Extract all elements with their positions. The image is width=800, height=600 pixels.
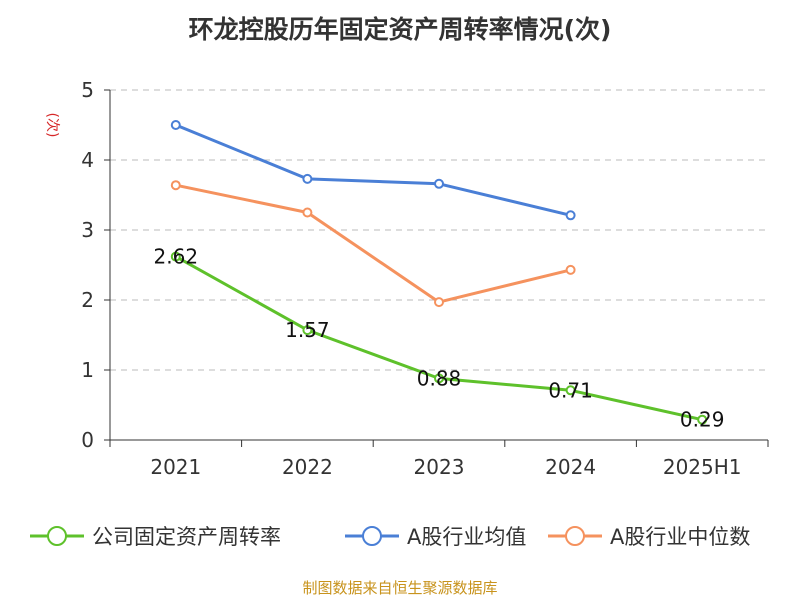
- y-axis-label: (次): [44, 113, 60, 138]
- source-note: 制图数据来自恒生聚源数据库: [302, 579, 498, 597]
- x-tick-label: 2024: [545, 455, 596, 479]
- y-tick-label: 0: [81, 428, 94, 452]
- data-label: 0.29: [680, 408, 725, 432]
- y-tick-label: 2: [81, 288, 94, 312]
- x-tick-label: 2025H1: [663, 455, 742, 479]
- legend-marker: [362, 526, 382, 546]
- legend-label: A股行业均值: [407, 525, 526, 549]
- x-tick-label: 2022: [282, 455, 333, 479]
- x-tick-label: 2023: [414, 455, 465, 479]
- data-point: [434, 178, 444, 189]
- data-label: 0.88: [417, 366, 462, 390]
- legend-marker: [565, 526, 585, 546]
- y-tick-label: 1: [81, 358, 94, 382]
- data-point: [565, 210, 576, 221]
- data-point: [434, 297, 444, 308]
- data-point: [565, 385, 576, 396]
- data-point: [434, 373, 444, 384]
- data-point: [302, 207, 313, 218]
- legend-marker: [47, 526, 67, 546]
- y-tick-label: 3: [81, 218, 94, 242]
- data-label: 0.71: [548, 378, 593, 402]
- data-label: 2.62: [154, 245, 199, 269]
- data-point: [170, 180, 181, 191]
- data-point: [697, 414, 708, 425]
- chart-title: 环龙控股历年固定资产周转率情况(次): [188, 15, 612, 44]
- series-line: [175, 183, 571, 304]
- legend-label: A股行业中位数: [610, 525, 750, 549]
- data-point: [565, 264, 576, 275]
- series-line: [175, 123, 571, 217]
- y-tick-label: 5: [81, 78, 94, 102]
- data-point: [170, 120, 181, 130]
- data-point: [302, 173, 313, 184]
- data-point: [170, 251, 181, 262]
- data-point: [302, 325, 313, 336]
- x-tick-label: 2021: [150, 455, 201, 479]
- y-tick-label: 4: [81, 148, 94, 172]
- series-line: [175, 255, 703, 422]
- legend-label: 公司固定资产周转率: [92, 525, 281, 549]
- data-label: 1.57: [285, 318, 330, 342]
